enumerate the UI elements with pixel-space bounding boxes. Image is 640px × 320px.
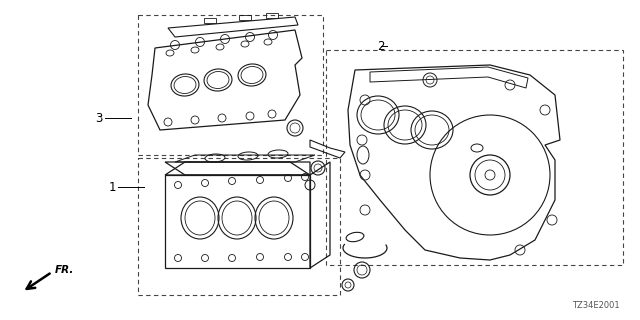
Text: 1: 1 xyxy=(108,181,116,194)
Bar xyxy=(326,50,623,265)
Text: TZ34E2001: TZ34E2001 xyxy=(572,301,620,310)
Text: 2: 2 xyxy=(377,40,385,53)
Bar xyxy=(239,15,251,20)
Text: FR.: FR. xyxy=(55,265,74,275)
Text: 3: 3 xyxy=(95,112,103,125)
Bar xyxy=(138,15,323,155)
Bar xyxy=(204,18,216,23)
Bar xyxy=(266,13,278,18)
Bar xyxy=(138,158,340,295)
